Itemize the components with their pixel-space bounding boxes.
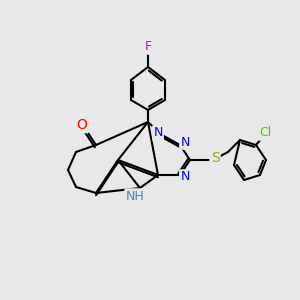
Text: O: O [76, 118, 87, 132]
Text: Cl: Cl [259, 127, 271, 140]
Text: N: N [153, 127, 163, 140]
Text: NH: NH [126, 190, 144, 202]
Text: S: S [211, 151, 219, 165]
Text: N: N [180, 136, 190, 148]
Text: F: F [144, 40, 152, 53]
Text: N: N [180, 170, 190, 184]
